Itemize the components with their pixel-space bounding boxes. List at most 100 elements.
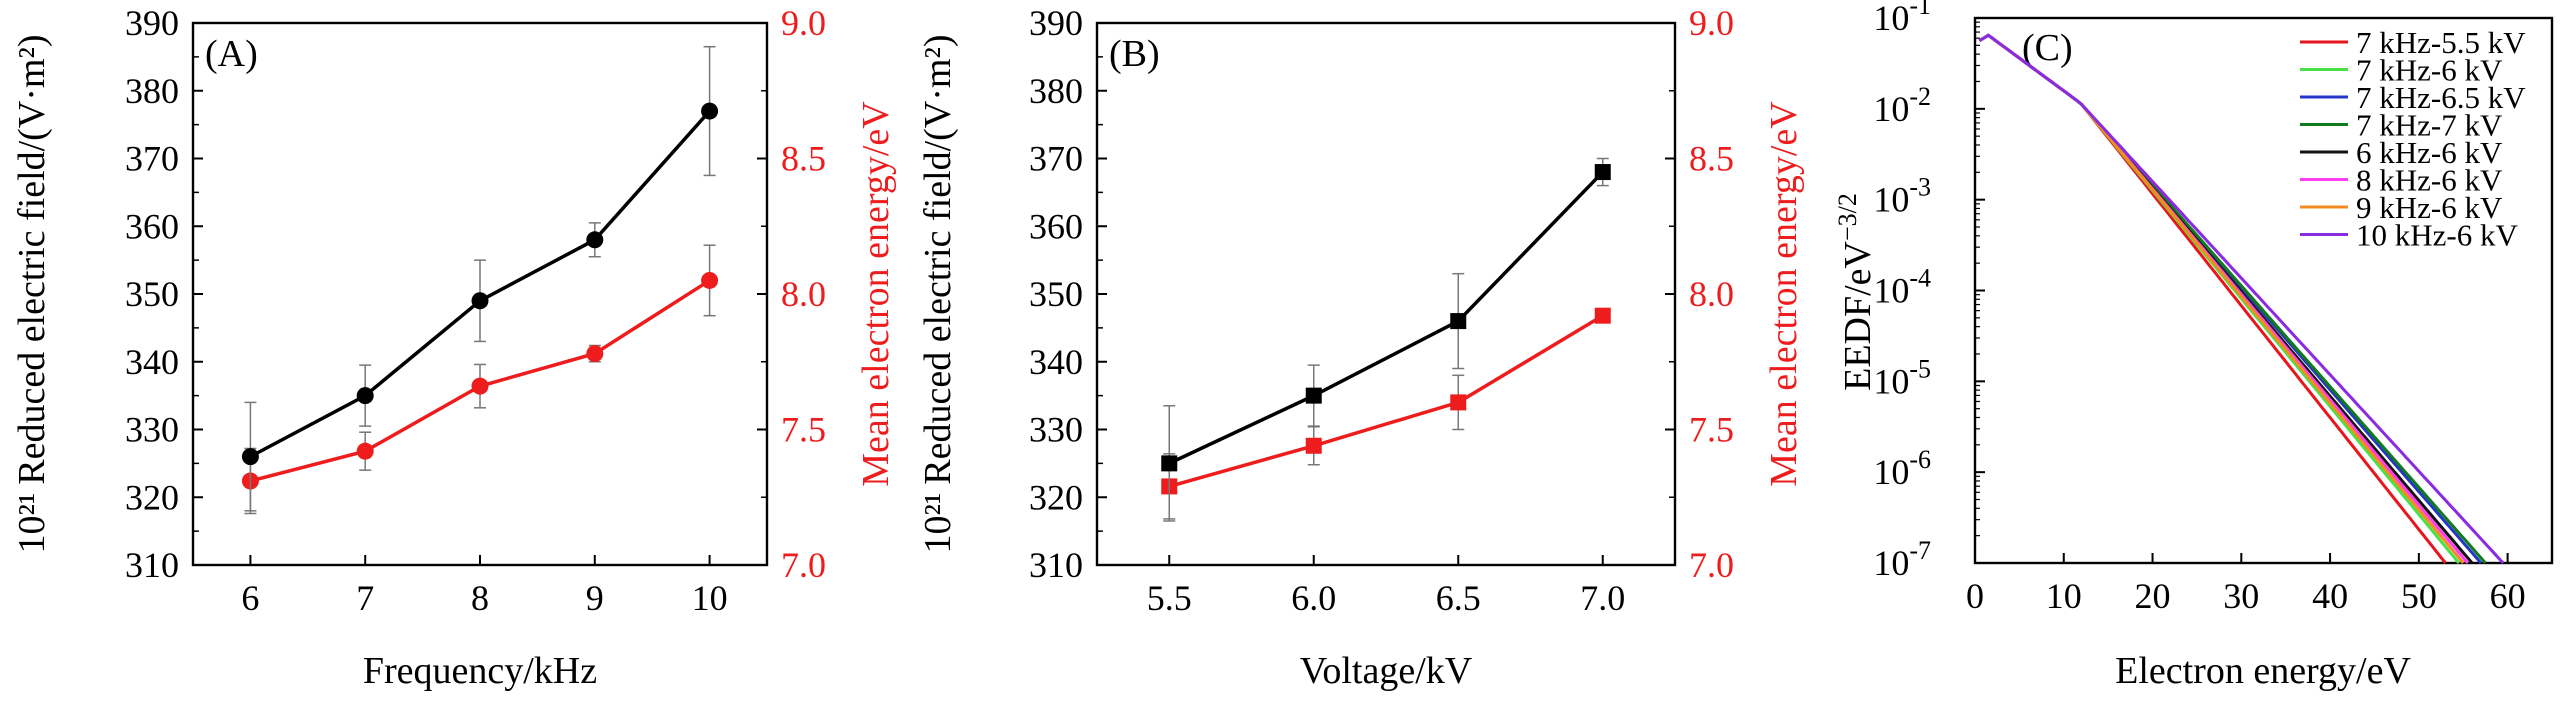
legend-label: 8 kHz-6 kV — [2356, 163, 2503, 198]
field-point — [1161, 455, 1178, 472]
y-tick-label: 370 — [1029, 139, 1083, 179]
x-tick-label: 10 — [692, 578, 728, 618]
y-tick-label: 10-3 — [1873, 173, 1931, 220]
y-tick-label: 350 — [1029, 274, 1083, 314]
panel-c-legend: 7 kHz-5.5 kV7 kHz-6 kV7 kHz-6.5 kV7 kHz-… — [2300, 25, 2526, 253]
panel-b-y-axis-text: Reduced electric field/(V·m²) — [917, 34, 959, 484]
y2-tick-label: 7.5 — [781, 410, 826, 450]
panel-a-y-axis-text: Reduced electric field/(V·m²) — [11, 34, 53, 484]
legend-label: 10 kHz-6 kV — [2356, 218, 2518, 253]
legend-label: 7 kHz-6 kV — [2356, 53, 2503, 88]
eedf-curve — [1978, 33, 2505, 565]
energy-point — [1450, 394, 1467, 411]
panel-b-y-axis-label: 10²¹ Reduced electric field/(V·m²) — [917, 34, 959, 553]
x-tick-label: 6.0 — [1291, 578, 1336, 618]
y-tick-exponent: -5 — [1909, 354, 1931, 383]
panel-b-y2-axis-label: Mean electron energy/eV — [1763, 101, 1805, 487]
y-tick-label: 340 — [1029, 342, 1083, 382]
x-tick-label: 8 — [471, 578, 489, 618]
legend-label: 7 kHz-5.5 kV — [2356, 25, 2526, 60]
panel-a-label: (A) — [205, 33, 258, 75]
y2-tick-label: 9.0 — [781, 3, 826, 43]
panel-a-x-axis-label: Frequency/kHz — [363, 650, 597, 692]
panel-c-y-axis-exponent: −3/2 — [1833, 193, 1862, 241]
x-tick-label: 50 — [2401, 576, 2437, 616]
panel-a-y-axis-label: 10²¹ Reduced electric field/(V·m²) — [11, 34, 53, 553]
energy-point — [356, 442, 374, 460]
energy-series-line — [1168, 314, 1604, 489]
field-point — [586, 231, 604, 249]
legend-label: 7 kHz-7 kV — [2356, 108, 2503, 143]
panel-b: (B) 5.5 6.0 6.5 7.0 310 320 330 340 350 360 370 380… — [917, 3, 1805, 692]
y-tick-exponent: -7 — [1909, 536, 1931, 565]
x-tick-label: 6.5 — [1436, 578, 1481, 618]
energy-point — [701, 271, 719, 289]
x-tick-label: 10 — [2046, 576, 2082, 616]
x-tick-label: 7.0 — [1580, 578, 1625, 618]
energy-point — [586, 345, 604, 363]
y2-tick-label: 8.5 — [1689, 139, 1734, 179]
panel-b-x-axis-label: Voltage/kV — [1300, 650, 1473, 692]
x-tick-label: 40 — [2312, 576, 2348, 616]
y2-tick-label: 7.5 — [1689, 410, 1734, 450]
y-tick-exponent: -6 — [1909, 445, 1931, 474]
y-tick-label: 10-6 — [1873, 445, 1931, 492]
field-point — [1305, 387, 1322, 404]
panel-a-y-axis-prefix: 10²¹ — [11, 493, 53, 554]
y2-tick-label: 7.0 — [1689, 545, 1734, 585]
y-tick-label: 310 — [125, 545, 179, 585]
panel-c-x-axis-label: Electron energy/eV — [2115, 650, 2411, 692]
x-tick-label: 9 — [586, 578, 604, 618]
x-tick-label: 5.5 — [1147, 578, 1192, 618]
panel-c-label: (C) — [2022, 27, 2073, 69]
y-tick-label: 320 — [1029, 477, 1083, 517]
panel-a-marks — [241, 45, 719, 515]
y-tick-label: 380 — [125, 71, 179, 111]
y-tick-exponent: -1 — [1909, 0, 1931, 20]
energy-point — [471, 377, 489, 395]
field-point — [1594, 164, 1611, 181]
x-tick-label: 60 — [2490, 576, 2526, 616]
y-tick-exponent: -2 — [1909, 82, 1931, 111]
y-tick-label: 10-7 — [1873, 536, 1931, 583]
x-tick-label: 0 — [1966, 576, 1984, 616]
x-tick-label: 30 — [2223, 576, 2259, 616]
legend-label: 9 kHz-6 kV — [2356, 190, 2503, 225]
x-tick-label: 6 — [241, 578, 259, 618]
y-tick-label: 340 — [125, 342, 179, 382]
field-point — [356, 387, 374, 405]
panel-b-y-axis-prefix: 10²¹ — [917, 493, 959, 554]
y-tick-exponent: -4 — [1909, 264, 1931, 293]
panel-c: (C) 0 10 20 30 40 50 60 10-7 10-6 10-5 10-4 10-3 10-… — [1833, 0, 2554, 692]
y-tick-label: 320 — [125, 477, 179, 517]
field-point — [1450, 313, 1467, 330]
y2-tick-label: 8.0 — [1689, 274, 1734, 314]
y-tick-label: 330 — [1029, 410, 1083, 450]
y-tick-label: 330 — [125, 410, 179, 450]
field-point — [241, 448, 259, 466]
y-tick-label: 360 — [1029, 206, 1083, 246]
panel-a-y2-axis-label: Mean electron energy/eV — [855, 101, 897, 487]
energy-point — [1594, 307, 1611, 324]
panel-b-ticks: 5.5 6.0 6.5 7.0 310 320 330 340 350 360 370 380 390 7… — [1029, 3, 1734, 618]
panel-a: (A) 6 7 8 9 10 310 320 330 340 350 360 370 380 390 7.0… — [11, 3, 897, 692]
y-tick-label: 10-2 — [1873, 82, 1931, 129]
panel-c-y-axis-label: EEDF/eV−3/2 — [1833, 193, 1879, 391]
y-tick-label: 390 — [125, 3, 179, 43]
y-tick-label: 310 — [1029, 545, 1083, 585]
panel-c-ticks: 0 10 20 30 40 50 60 10-7 10-6 10-5 10-4 10-3 10-2 10-… — [1873, 0, 2525, 616]
field-point — [701, 102, 719, 120]
y-tick-label: 350 — [125, 274, 179, 314]
y2-tick-label: 9.0 — [1689, 3, 1734, 43]
y-tick-label: 380 — [1029, 71, 1083, 111]
field-series-line — [1168, 170, 1605, 465]
legend-label: 7 kHz-6.5 kV — [2356, 80, 2526, 115]
panel-a-ticks: 6 7 8 9 10 310 320 330 340 350 360 370 380 390 7.0 7.5 8… — [125, 3, 826, 618]
y-tick-label: 10-5 — [1873, 354, 1931, 401]
energy-point — [1305, 437, 1322, 454]
y-tick-label: 10-4 — [1873, 264, 1931, 311]
y2-tick-label: 8.5 — [781, 139, 826, 179]
field-point — [471, 292, 489, 310]
y2-tick-label: 7.0 — [781, 545, 826, 585]
